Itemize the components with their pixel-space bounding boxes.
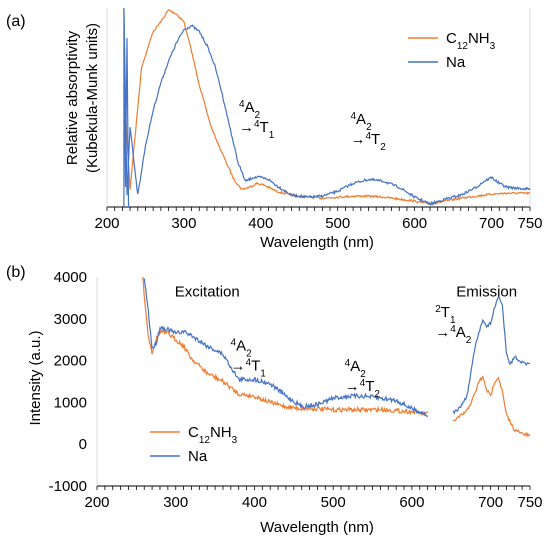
panel-b-series-na-emission (452, 295, 531, 415)
panel-b-section-label-emission: Emission (456, 284, 517, 301)
panel-b-legend-c12nh3: C12NH3 (150, 424, 238, 446)
panel-b-intensity-chart: (b) Intensity (a.u.) 200 300 400 500 600 700 7… (6, 264, 543, 536)
x-tick-label: 600 (399, 494, 424, 511)
y-tick-label: 3000 (54, 311, 87, 328)
panel-b-x-axis-label: Wavelength (nm) (260, 519, 374, 536)
panel-a-legend-na-text: Na (446, 54, 466, 71)
panel-a-series-c12nh3 (123, 8, 531, 206)
panel-a-plot-area: 200 300 400 500 600 700 7504A2→4T14A2→4T2C12NH… (94, 7, 543, 232)
panel-a-annotation-a4t2-line2: →4T2 (350, 131, 386, 153)
x-tick-label: 400 (242, 494, 267, 511)
panel-a-series-na (123, 7, 531, 206)
panel-b-annotation-b2t1-line1: 2T1 (435, 303, 456, 325)
panel-b-series-c12nh3-emission (452, 375, 531, 438)
panel-a-x-axis-label: Wavelength (nm) (260, 234, 374, 251)
y-tick-label: 1000 (54, 394, 87, 411)
y-tick-label: 0 (79, 436, 87, 453)
x-tick-label: 200 (84, 494, 109, 511)
panel-b-series-c12nh3-excitation (142, 276, 429, 417)
panel-a-annotation-a4t1-line2: →4T1 (239, 119, 275, 141)
panel-a-legend-c12nh3-text: C12NH3 (446, 30, 496, 52)
x-tick-label: 200 (94, 215, 119, 232)
x-tick-label: 600 (402, 215, 427, 232)
panel-a-label: (a) (6, 13, 26, 30)
panel-a-legend-na: Na (408, 54, 466, 71)
x-tick-label: 750 (517, 215, 542, 232)
panel-a-annotation-a4t1-line1: 4A2 (239, 99, 261, 121)
panel-b-y-axis-label: Intensity (a.u.) (27, 330, 44, 425)
panel-b-section-label-excitation: Excitation (175, 284, 240, 301)
panel-b-legend-na-text: Na (188, 448, 208, 465)
panel-b-series-na-excitation (143, 278, 429, 418)
panel-b-annotation-b4t2-line2: →4T2 (345, 378, 381, 400)
x-tick-label: 700 (479, 215, 504, 232)
panel-b-plot-area: 200 300 400 500 600 700 750 -1000 0 1000 2000 3000 4… (49, 269, 543, 511)
panel-b-annotation-b4t2-line1: 4A2 (345, 358, 367, 380)
panel-a-na-spike (123, 7, 130, 208)
y-tick-label: 2000 (54, 353, 87, 370)
panel-a-y-axis-label-line1: Relative absorptivity (64, 30, 81, 165)
x-tick-label: 750 (517, 494, 542, 511)
y-tick-label: 4000 (54, 269, 87, 286)
panel-a-y-axis-label-line2: (Kubekula-Munk units) (84, 23, 101, 173)
panel-b-annotation-b2t1-line2: →4A2 (435, 323, 472, 345)
y-tick-label: -1000 (49, 478, 87, 495)
panel-b-annotation-b4t1-line2: →4T1 (231, 357, 267, 379)
x-tick-label: 700 (478, 494, 503, 511)
panel-b-legend-c12nh3-text: C12NH3 (188, 424, 238, 446)
x-tick-label: 400 (248, 215, 273, 232)
panel-a-annotation-a4t2-line1: 4A2 (350, 111, 372, 133)
panel-b-label: (b) (6, 264, 26, 281)
x-tick-label: 300 (171, 215, 196, 232)
x-tick-label: 500 (325, 215, 350, 232)
x-tick-label: 500 (321, 494, 346, 511)
x-tick-label: 300 (163, 494, 188, 511)
panel-a-legend-c12nh3: C12NH3 (408, 30, 496, 52)
panel-a-y-axis-label: Relative absorptivity (Kubekula-Munk uni… (64, 23, 101, 173)
panel-b-annotation-b4t1-line1: 4A2 (231, 337, 253, 359)
panel-a-absorptivity-chart: (a) Relative absorptivity (Kubekula-Munk… (6, 7, 543, 251)
panel-b-legend-na: Na (150, 448, 208, 465)
